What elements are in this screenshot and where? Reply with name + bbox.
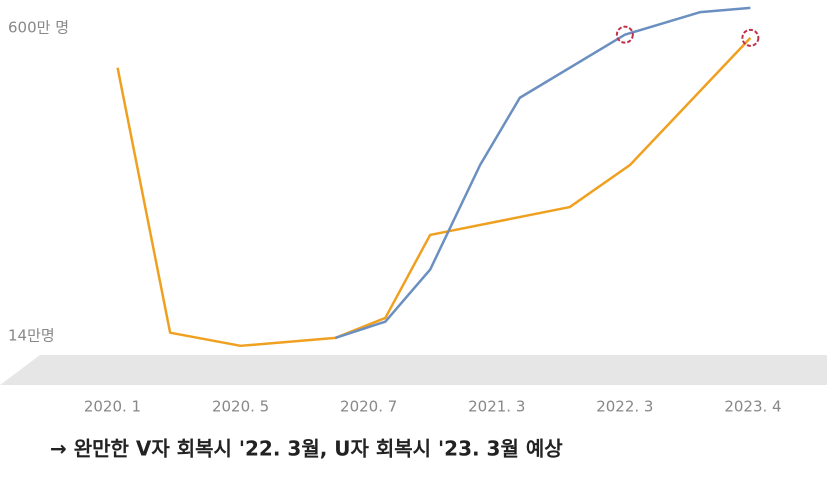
highlight-marker [615,25,634,44]
x-tick-label: 2021. 3 [468,398,525,416]
floor [0,355,827,385]
y-tick-label: 14만명 [8,326,55,344]
series-line [116,36,752,348]
caption: → 완만한 V자 회복시 '22. 3월, U자 회복시 '23. 3월 예상 [50,437,563,461]
x-tick-label: 2023. 4 [724,398,781,416]
x-tick-label: 2022. 3 [596,398,653,416]
x-tick-label: 2020. 5 [212,398,269,416]
series-line [334,6,751,340]
x-tick-label: 2020. 7 [340,398,397,416]
highlight-marker [741,28,760,47]
x-tick-label: 2020. 1 [84,398,141,416]
y-tick-label: 600만 명 [8,18,69,36]
